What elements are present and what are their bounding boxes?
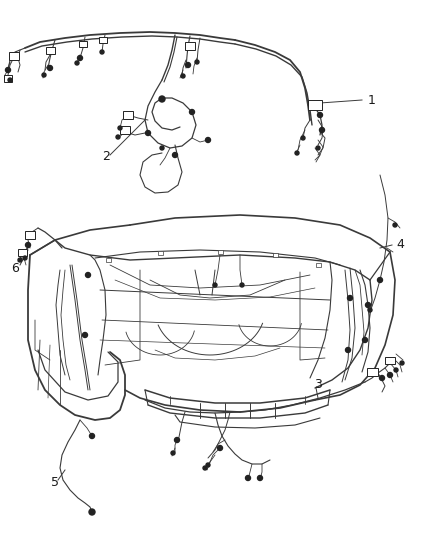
Circle shape [368,308,372,312]
Circle shape [388,373,392,377]
Circle shape [116,135,120,139]
Circle shape [295,151,299,155]
Circle shape [186,62,191,68]
Circle shape [218,446,223,450]
Bar [123,111,133,119]
Circle shape [18,258,22,262]
Circle shape [347,295,353,301]
Bar [385,357,395,364]
Circle shape [346,348,350,352]
Bar [79,41,87,47]
Text: 6: 6 [11,262,19,274]
Bar [106,258,110,262]
Circle shape [85,272,91,278]
Circle shape [173,152,177,157]
Circle shape [246,475,251,481]
Bar [25,231,35,239]
Circle shape [203,466,207,470]
Circle shape [159,96,165,102]
Circle shape [378,278,382,282]
Bar [218,250,223,254]
Circle shape [47,66,53,70]
Text: 5: 5 [51,477,59,489]
Circle shape [118,126,122,130]
Circle shape [89,433,95,439]
Circle shape [171,451,175,455]
Bar [99,37,107,43]
Bar [4,75,12,82]
Circle shape [8,78,12,82]
Bar [9,52,19,60]
Circle shape [6,68,11,72]
Circle shape [363,337,367,343]
Text: 3: 3 [314,378,322,392]
Circle shape [206,463,210,467]
Circle shape [89,509,95,515]
Circle shape [205,138,211,142]
Circle shape [258,475,262,481]
Text: 2: 2 [102,150,110,164]
Circle shape [393,223,397,227]
Circle shape [240,283,244,287]
Circle shape [181,74,185,78]
Text: 1: 1 [368,93,376,107]
Circle shape [100,50,104,54]
Bar [272,253,278,257]
Circle shape [42,73,46,77]
Bar [185,42,195,50]
Circle shape [213,283,217,287]
Circle shape [195,60,199,64]
Bar [315,263,321,267]
Circle shape [190,109,194,115]
Circle shape [145,131,151,135]
Bar [367,368,378,376]
Circle shape [301,136,305,140]
Circle shape [319,127,325,133]
Bar [46,46,54,53]
Circle shape [160,146,164,150]
Circle shape [379,376,385,381]
Circle shape [394,368,398,372]
Circle shape [75,61,79,65]
Circle shape [78,55,82,61]
Bar [18,248,27,255]
Circle shape [25,243,31,247]
Circle shape [316,146,320,150]
Circle shape [82,333,88,337]
Circle shape [365,303,371,308]
Circle shape [23,256,27,260]
Text: 4: 4 [396,238,404,251]
Circle shape [174,438,180,442]
Circle shape [400,361,404,365]
Circle shape [318,112,322,117]
Bar [158,251,162,255]
Bar [308,100,322,110]
Bar [120,126,130,134]
